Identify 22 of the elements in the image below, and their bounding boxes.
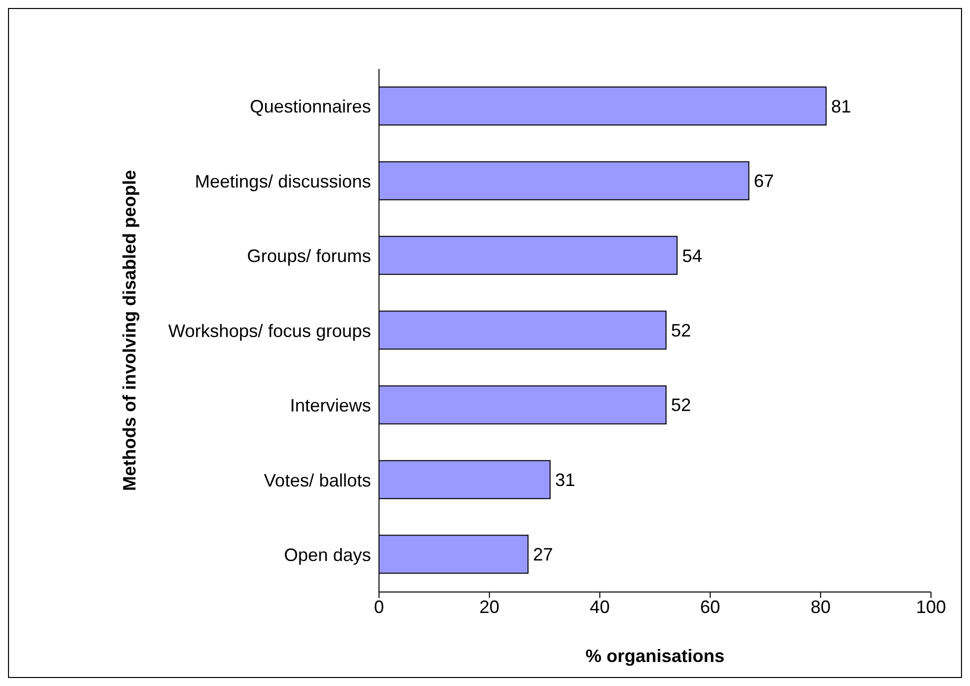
data-label: 27 — [533, 544, 554, 565]
data-label: 81 — [831, 96, 852, 116]
data-label: 52 — [671, 320, 692, 341]
data-label: 67 — [754, 171, 774, 192]
data-label: 54 — [682, 246, 702, 266]
x-tick-label: 0 — [374, 596, 384, 617]
x-tick-label: 20 — [479, 596, 500, 617]
x-tick-label: 40 — [590, 596, 610, 617]
x-tick-label: 100 — [916, 596, 946, 617]
y-tick-label: Workshops/ focus groups — [168, 320, 371, 341]
y-tick-label: Groups/ forums — [246, 246, 371, 266]
x-tick-label: 60 — [700, 596, 720, 617]
y-tick-label: Meetings/ discussions — [194, 171, 371, 192]
y-tick-label: Questionnaires — [250, 96, 371, 117]
y-tick-label: Interviews — [290, 396, 371, 416]
x-tick-label: 80 — [810, 596, 831, 617]
y-tick-label: Votes/ ballots — [264, 470, 371, 490]
data-label: 31 — [555, 470, 576, 490]
x-axis-title: % organisations — [585, 646, 725, 666]
y-tick-label: Open days — [284, 545, 371, 566]
data-label: 52 — [671, 395, 692, 416]
y-axis-title: Methods of involving disabled people — [119, 170, 140, 492]
